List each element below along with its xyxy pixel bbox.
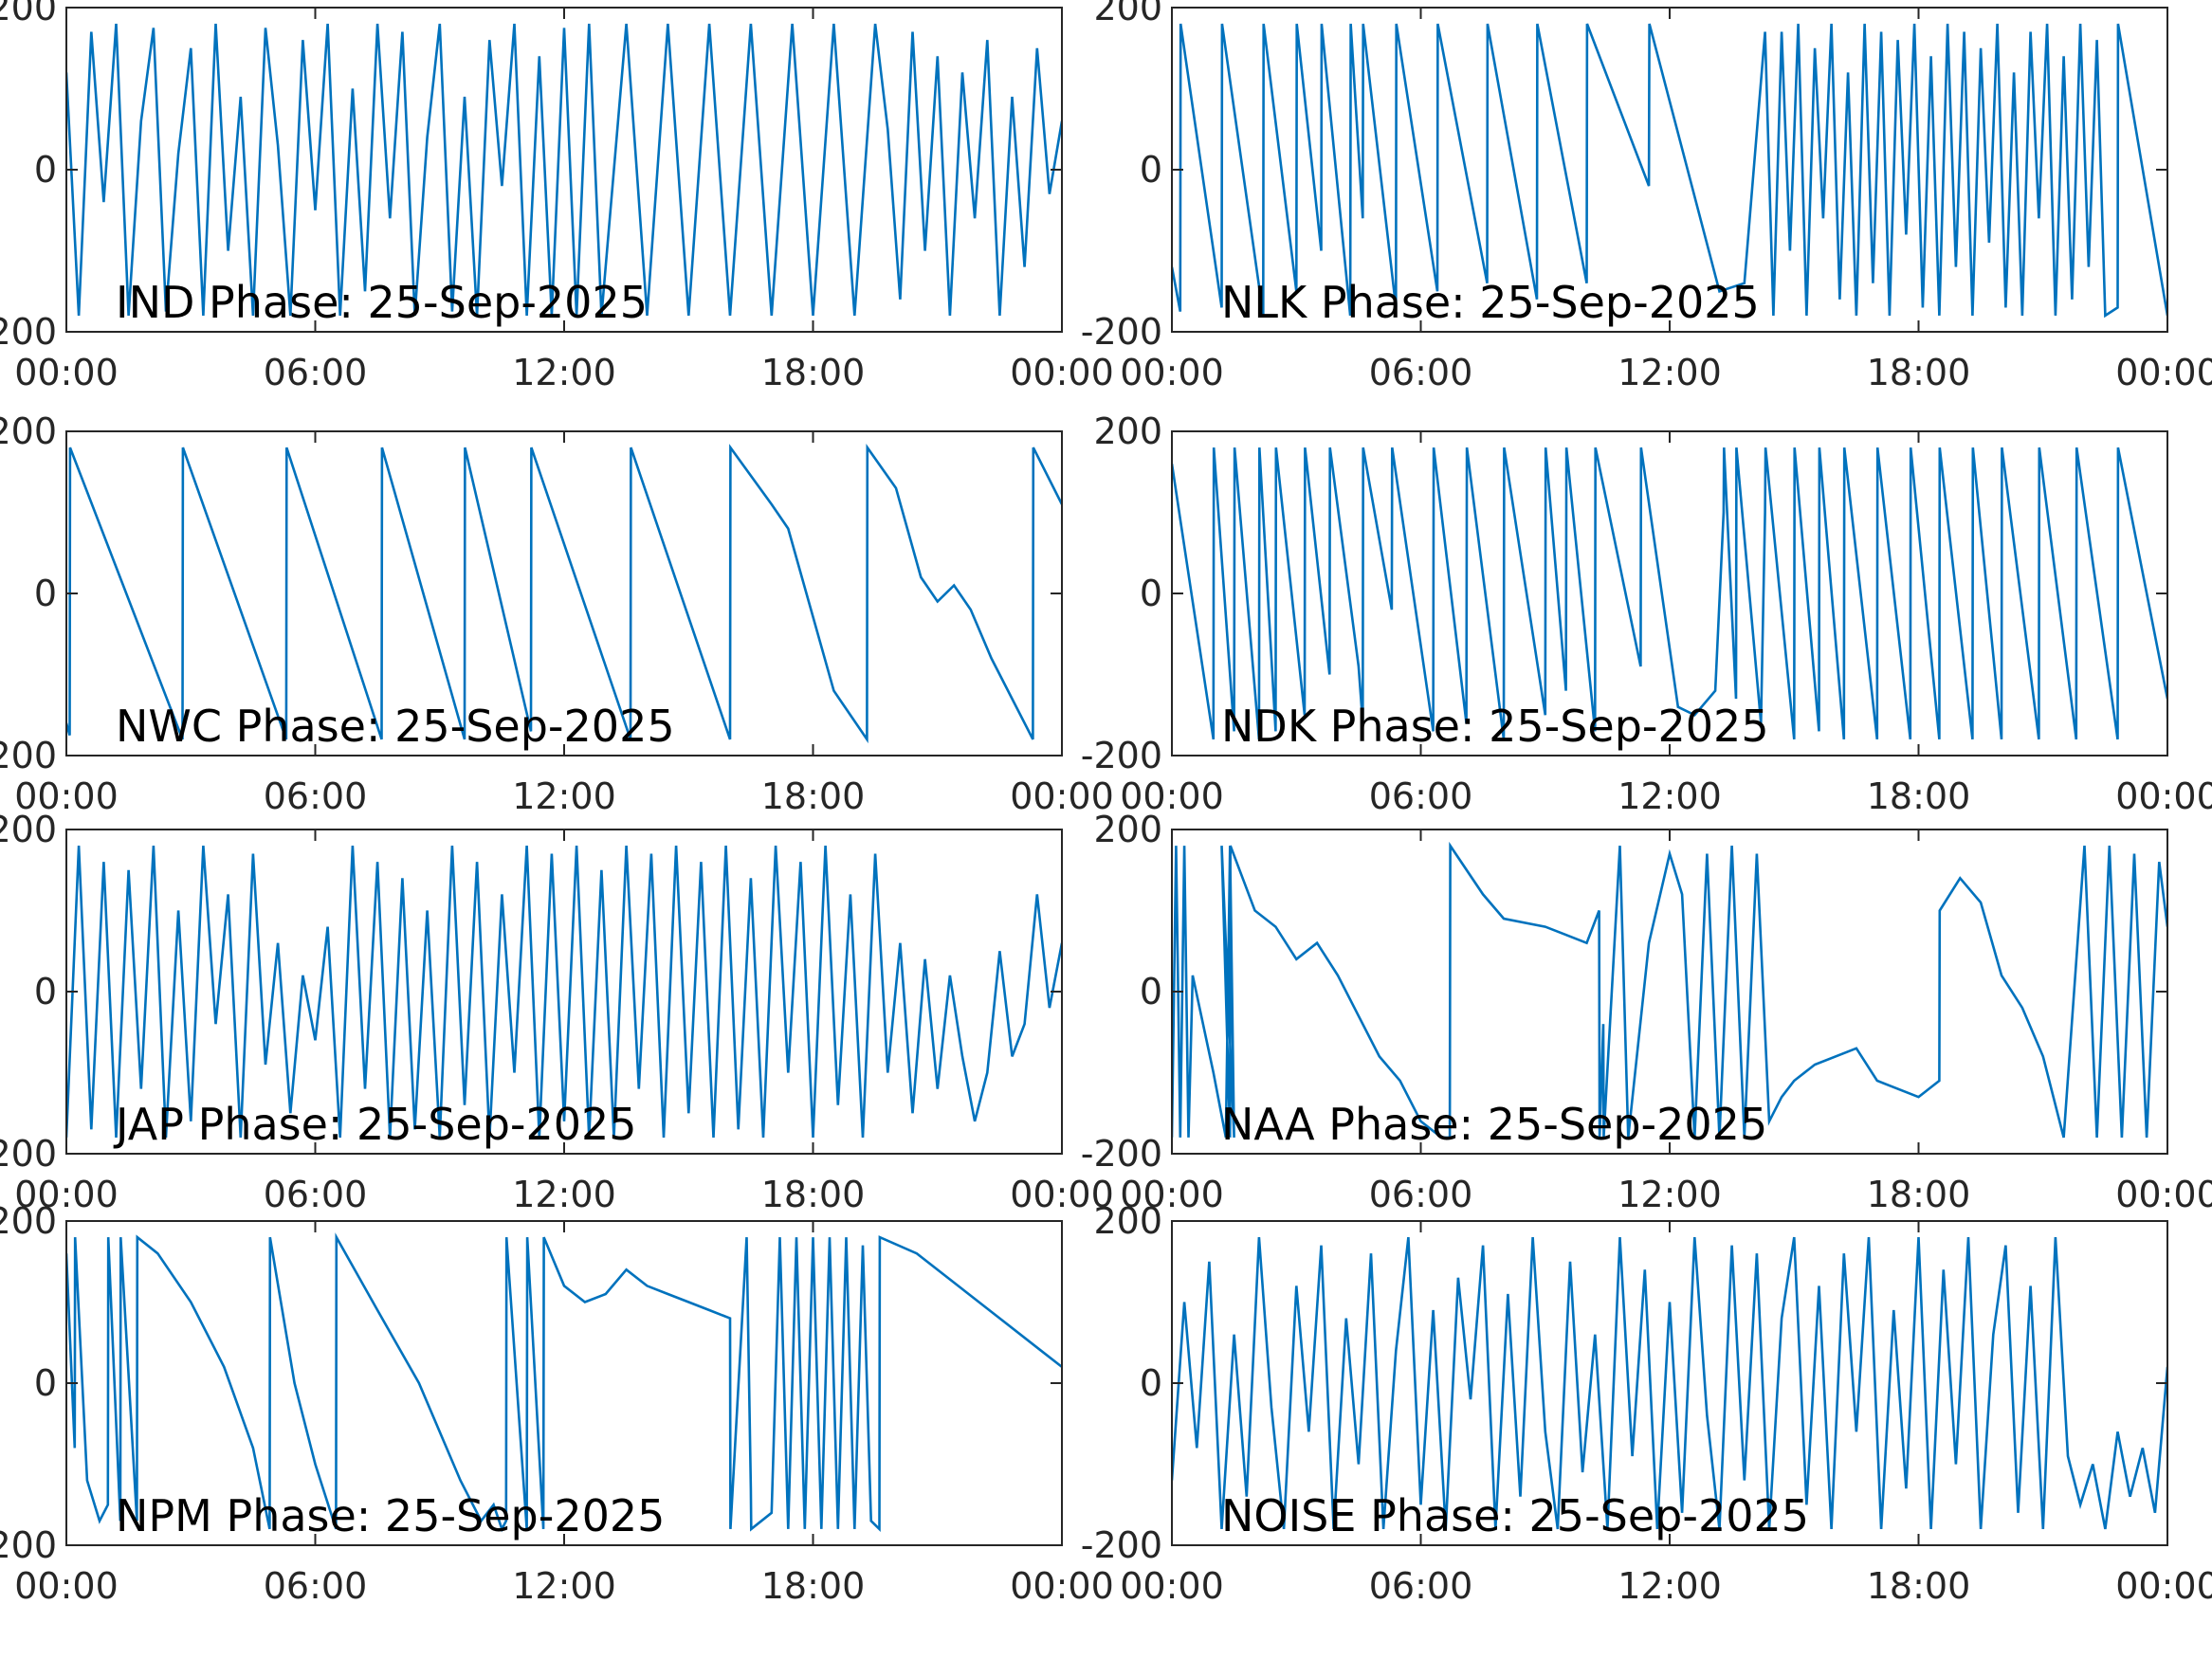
x-tick-label: 00:00: [1120, 352, 1224, 393]
x-tick-label: 06:00: [1369, 1565, 1473, 1607]
y-tick-label: 200: [0, 1200, 57, 1242]
y-tick-label: 200: [0, 410, 57, 452]
x-tick-label: 00:00: [2115, 352, 2212, 393]
x-tick-label: 18:00: [1867, 1174, 1971, 1215]
y-tick-label: 200: [1093, 809, 1162, 850]
x-tick-label: 12:00: [1618, 1565, 1722, 1607]
x-tick-label: 06:00: [264, 352, 368, 393]
panel-annotation: NDK Phase: 25-Sep-2025: [1221, 701, 1769, 752]
x-tick-label: 06:00: [264, 775, 368, 817]
y-tick-label: -200: [1081, 735, 1162, 776]
y-tick-label: -200: [1081, 311, 1162, 353]
series-line: [1172, 447, 2167, 740]
y-tick-label: 200: [0, 809, 57, 850]
y-tick-label: 0: [34, 149, 57, 191]
series-line: [66, 846, 1062, 1138]
panel-annotation: IND Phase: 25-Sep-2025: [116, 277, 648, 328]
y-tick-label: 200: [1093, 0, 1162, 28]
x-tick-label: 00:00: [1010, 775, 1114, 817]
x-tick-label: 12:00: [1618, 352, 1722, 393]
x-tick-label: 18:00: [761, 1174, 866, 1215]
y-tick-label: -200: [1081, 1524, 1162, 1566]
x-tick-label: 18:00: [761, 352, 866, 393]
series-line: [1172, 841, 2167, 1139]
y-tick-label: -200: [0, 311, 57, 353]
x-tick-label: 00:00: [1120, 775, 1224, 817]
panel-annotation: NAA Phase: 25-Sep-2025: [1221, 1099, 1767, 1150]
x-tick-label: 12:00: [1618, 775, 1722, 817]
series-line: [66, 23, 1062, 317]
x-tick-label: 00:00: [1010, 1565, 1114, 1607]
x-tick-label: 00:00: [1010, 1174, 1114, 1215]
y-tick-label: 200: [1093, 1200, 1162, 1242]
y-tick-label: 0: [34, 573, 57, 614]
x-tick-label: 18:00: [761, 775, 866, 817]
x-tick-label: 06:00: [1369, 775, 1473, 817]
x-tick-label: 12:00: [512, 1565, 616, 1607]
y-tick-label: 0: [1140, 971, 1162, 1012]
panel-annotation: NPM Phase: 25-Sep-2025: [116, 1490, 665, 1541]
y-tick-label: 0: [1140, 1362, 1162, 1404]
x-tick-label: 00:00: [14, 1565, 119, 1607]
x-tick-label: 06:00: [1369, 1174, 1473, 1215]
x-tick-label: 00:00: [1010, 352, 1114, 393]
x-tick-label: 00:00: [14, 775, 119, 817]
x-tick-label: 00:00: [2115, 775, 2212, 817]
y-tick-label: 200: [1093, 410, 1162, 452]
y-tick-label: 0: [1140, 573, 1162, 614]
y-tick-label: 0: [34, 1362, 57, 1404]
y-tick-label: -200: [0, 1133, 57, 1175]
x-tick-label: 00:00: [2115, 1565, 2212, 1607]
x-tick-label: 06:00: [1369, 352, 1473, 393]
x-tick-label: 06:00: [264, 1565, 368, 1607]
series-line: [1172, 23, 2167, 319]
x-tick-label: 00:00: [2115, 1174, 2212, 1215]
x-tick-label: 18:00: [1867, 352, 1971, 393]
x-tick-label: 06:00: [264, 1174, 368, 1215]
y-tick-label: -200: [1081, 1133, 1162, 1175]
panel-annotation: NLK Phase: 25-Sep-2025: [1221, 277, 1760, 328]
x-tick-label: 00:00: [14, 1174, 119, 1215]
x-tick-label: 18:00: [761, 1565, 866, 1607]
y-tick-label: 0: [1140, 149, 1162, 191]
x-tick-label: 00:00: [1120, 1565, 1224, 1607]
x-tick-label: 18:00: [1867, 1565, 1971, 1607]
series-line: [1172, 1236, 2167, 1530]
x-tick-label: 18:00: [1867, 775, 1971, 817]
y-tick-label: -200: [0, 1524, 57, 1566]
y-tick-label: -200: [0, 735, 57, 776]
x-tick-label: 00:00: [1120, 1174, 1224, 1215]
series-line: [66, 444, 1062, 744]
y-tick-label: 200: [0, 0, 57, 28]
panel-annotation: JAP Phase: 25-Sep-2025: [113, 1099, 637, 1150]
x-tick-label: 12:00: [512, 775, 616, 817]
panel-annotation: NOISE Phase: 25-Sep-2025: [1221, 1490, 1809, 1541]
series-line: [66, 1232, 1062, 1533]
y-tick-label: 0: [34, 971, 57, 1012]
x-tick-label: 12:00: [512, 352, 616, 393]
panel-annotation: NWC Phase: 25-Sep-2025: [116, 701, 675, 752]
x-tick-label: 00:00: [14, 352, 119, 393]
x-tick-label: 12:00: [1618, 1174, 1722, 1215]
x-tick-label: 12:00: [512, 1174, 616, 1215]
